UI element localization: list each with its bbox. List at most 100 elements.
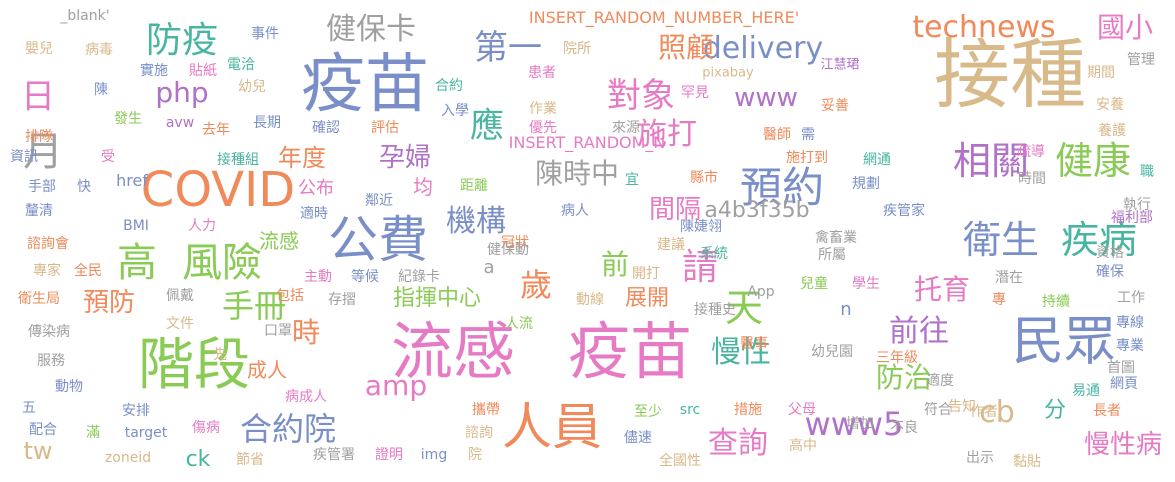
word-32: 陳時中: [534, 157, 620, 190]
word-120: 陳婕翎: [680, 219, 722, 235]
word-183: 儘速: [624, 430, 652, 446]
word-70: 電洽: [227, 57, 255, 73]
word-103: 時間: [1018, 171, 1046, 187]
word-tw-56: tw: [23, 437, 53, 465]
word-110: 規劃: [852, 176, 880, 192]
word-179: 長者: [1093, 403, 1121, 419]
word-126: 資格: [1096, 245, 1124, 261]
word-73: 患者: [528, 65, 556, 81]
word-89: 確認: [312, 120, 340, 136]
word-171: 配合: [29, 422, 57, 438]
word-href-197: href: [116, 171, 148, 190]
word-80: 作業: [529, 101, 557, 117]
word-10: 疾病: [1060, 218, 1138, 262]
word-136: 開打: [632, 266, 660, 282]
word-avw-86: avw: [165, 115, 195, 131]
word-41: 預防: [82, 288, 136, 318]
word-15: 相關: [952, 139, 1030, 183]
word-164: 適度: [926, 373, 954, 389]
word-insert-random-n-63: INSERT_RANDOM_N: [508, 133, 666, 152]
word-zoneid-187: zoneid: [104, 450, 152, 466]
word-34: 間隔: [648, 195, 702, 225]
word-51: 查詢: [708, 426, 768, 461]
word-36: 前: [600, 248, 630, 281]
word-156: 服務: [37, 353, 65, 369]
word-100: 接種組: [217, 152, 259, 168]
word-154: 接種史: [694, 302, 736, 318]
word-55: 慢性病: [1083, 430, 1163, 460]
word-158: 病成人: [285, 389, 327, 405]
word-3: 疫苗: [301, 48, 429, 122]
word-148: 文件: [166, 316, 194, 332]
word-16: 第一: [474, 28, 542, 68]
word-112: 釐清: [25, 203, 53, 219]
word-134: 等候: [351, 269, 379, 285]
word-104: 職: [1140, 164, 1154, 180]
word-195: 黏貼: [1013, 454, 1041, 470]
word-91: 優先: [529, 120, 557, 136]
word-php-28: php: [155, 76, 209, 109]
word-17: 防疫: [145, 20, 219, 61]
word-87: 去年: [202, 122, 230, 138]
word-180: 滿: [86, 425, 100, 441]
word-145: 專: [992, 292, 1006, 308]
word-22: 對象: [607, 76, 675, 116]
word-173: 至少: [634, 404, 662, 420]
word-152: 傳染病: [28, 324, 70, 340]
word-105: 手部: [28, 179, 56, 195]
word-161: 三年級: [876, 350, 918, 366]
word-94: 需: [801, 127, 815, 143]
word-78: 幼兒: [238, 79, 266, 95]
word-11: 高: [117, 240, 157, 286]
word-159: 醫事: [740, 336, 768, 352]
word-149: 口罩: [264, 323, 292, 339]
word-47: 慢性: [711, 335, 771, 370]
word-76: 管理: [1127, 52, 1155, 68]
word-target-181: target: [124, 425, 168, 441]
word-33: 機構: [446, 204, 506, 239]
word-26: 月: [23, 129, 63, 175]
word-delivery-21: delivery: [702, 31, 824, 66]
word-ck-57: ck: [185, 447, 211, 472]
word-9: 衛生: [962, 218, 1040, 262]
word-88: 長期: [253, 115, 281, 131]
word-118: 人力: [188, 218, 216, 234]
word-www-29: www: [734, 83, 798, 113]
word-31: 孕婦: [378, 143, 432, 173]
word-79: 入學: [441, 103, 469, 119]
word-44: 展開: [624, 286, 670, 311]
word-67: 病毒: [85, 42, 113, 58]
word-160: 幼兒園: [811, 344, 853, 360]
word-128: 全民: [74, 263, 102, 279]
word-188: 節省: [236, 452, 264, 468]
word-162: 首圖: [1107, 360, 1135, 376]
word-93: 醫師: [763, 127, 791, 143]
word-108: 宜: [625, 172, 639, 188]
word-20: 國小: [1096, 11, 1154, 44]
word-166: 五: [22, 400, 36, 416]
word-24: 應: [470, 106, 504, 146]
word-66: 嬰兒: [25, 41, 53, 57]
word-37: 請: [681, 247, 719, 288]
word-101: 施打到: [786, 150, 828, 166]
word-85: 發生: [114, 111, 142, 127]
word-146: 持續: [1042, 294, 1070, 310]
word-46: 時: [291, 316, 321, 349]
word-48: 防治: [875, 361, 933, 394]
word-84: 陳: [94, 82, 108, 98]
word-insert-random-number-here-62: INSERT_RANDOM_NUMBER_HERE': [528, 8, 800, 27]
word-140: 佩戴: [166, 288, 194, 304]
word-116: 福利部: [1111, 210, 1153, 226]
word-124: 健保動: [487, 242, 529, 258]
word-182: 諮詢: [465, 425, 493, 441]
word-142: 存摺: [328, 292, 356, 308]
word-113: 適時: [300, 206, 328, 222]
word-18: 健保卡: [326, 12, 416, 47]
word-95: 疏導: [1017, 144, 1045, 160]
word-92: 來源: [612, 120, 640, 136]
word-42: 手冊: [221, 287, 287, 325]
word-71: 合約: [435, 78, 463, 94]
word-169: 告知: [948, 399, 976, 415]
word-170: 易通: [1072, 383, 1100, 399]
